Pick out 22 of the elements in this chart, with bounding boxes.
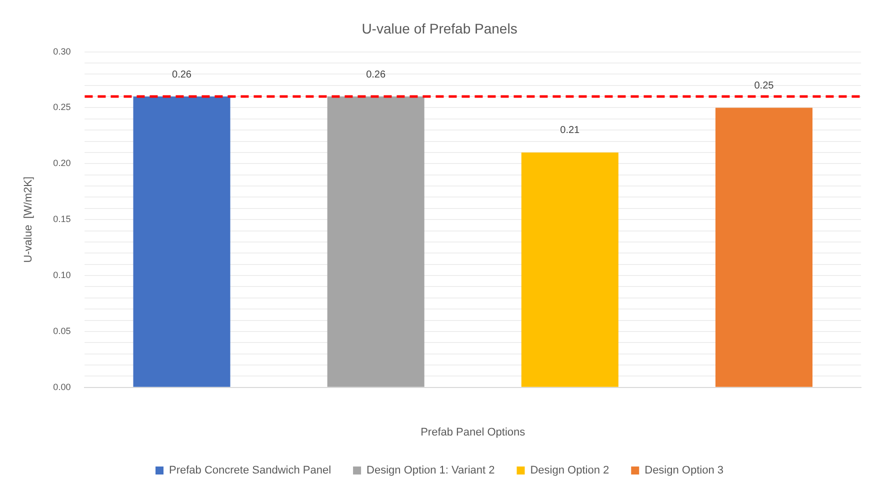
legend-label: Design Option 3 [644, 464, 724, 477]
data-label: 0.21 [560, 125, 580, 136]
legend-label: Design Option 2 [530, 464, 610, 477]
bar [133, 96, 230, 387]
data-label: 0.25 [754, 80, 774, 92]
y-tick-label: 0.25 [53, 102, 71, 112]
y-tick-label: 0.05 [53, 326, 71, 336]
bar [715, 108, 812, 387]
legend-label: Design Option 1: Variant 2 [366, 464, 495, 477]
y-tick-label: 0.30 [53, 46, 71, 56]
y-tick-label: 0.15 [53, 214, 71, 224]
data-label: 0.26 [172, 69, 192, 80]
y-axis-title: U-value [W/m2K] [22, 176, 35, 263]
y-tick-label: 0.10 [53, 270, 71, 280]
x-axis-title: Prefab Panel Options [420, 426, 526, 438]
chart-title: U-value of Prefab Panels [362, 20, 518, 36]
y-tick-label: 0.00 [53, 382, 71, 392]
legend-label: Prefab Concrete Sandwich Panel [169, 464, 332, 477]
bar [327, 96, 424, 387]
bar [521, 152, 618, 387]
data-label: 0.26 [366, 69, 386, 80]
y-tick-label: 0.20 [53, 158, 71, 168]
